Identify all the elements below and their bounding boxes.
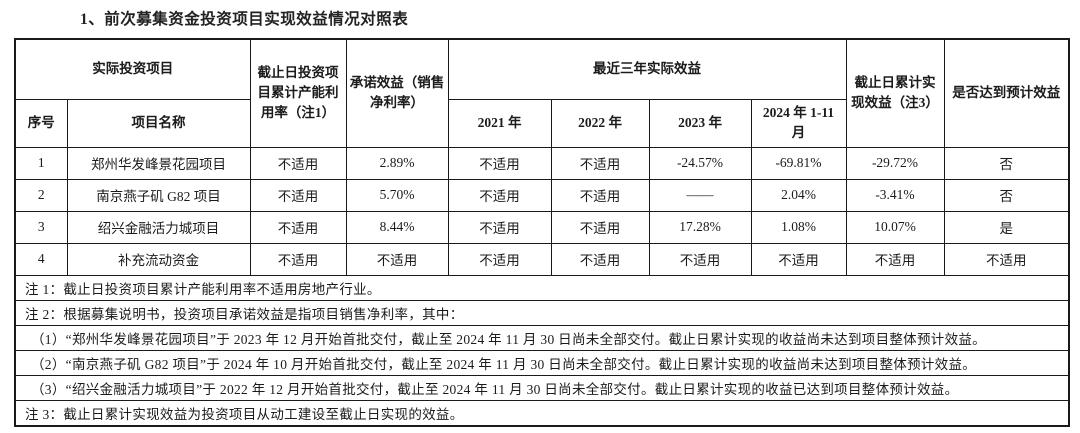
table-row: 1 郑州华发峰景花园项目 不适用 2.89% 不适用 不适用 -24.57% -… xyxy=(14,146,1070,180)
note-2: 注 2：根据募集说明书，投资项目承诺效益是指项目销售净利率，其中： xyxy=(14,299,1070,326)
cell-reached: 是 xyxy=(943,210,1070,244)
cell-2024: 2.04% xyxy=(750,178,847,212)
cell-cumulative: -29.72% xyxy=(845,146,945,180)
note-row: 注 1：截止日投资项目累计产能利用率不适用房地产行业。 xyxy=(14,274,1070,301)
header-reached-expected: 是否达到预计效益 xyxy=(943,38,1070,148)
header-year-2024: 2024 年 1-11 月 xyxy=(750,98,847,148)
cell-seq: 1 xyxy=(14,146,68,180)
table-row: 3 绍兴金融活力城项目 不适用 8.44% 不适用 不适用 17.28% 1.0… xyxy=(14,210,1070,244)
cell-2021: 不适用 xyxy=(447,178,552,212)
cell-cumulative: -3.41% xyxy=(845,178,945,212)
cell-project-name: 郑州华发峰景花园项目 xyxy=(66,146,251,180)
cell-utilization: 不适用 xyxy=(249,210,347,244)
cell-utilization: 不适用 xyxy=(249,242,347,276)
cell-seq: 4 xyxy=(14,242,68,276)
cell-2023: -24.57% xyxy=(648,146,752,180)
note-row: 注 2：根据募集说明书，投资项目承诺效益是指项目销售净利率，其中： xyxy=(14,299,1070,326)
cell-promised: 2.89% xyxy=(345,146,449,180)
cell-2022: 不适用 xyxy=(550,178,650,212)
cell-2024: 1.08% xyxy=(750,210,847,244)
cell-project-name: 补充流动资金 xyxy=(66,242,251,276)
cell-2021: 不适用 xyxy=(447,242,552,276)
cell-2021: 不适用 xyxy=(447,210,552,244)
cell-utilization: 不适用 xyxy=(249,146,347,180)
header-row-2: 序号 项目名称 2021 年 2022 年 2023 年 2024 年 1-11… xyxy=(14,98,1069,148)
cell-seq: 3 xyxy=(14,210,68,244)
cell-reached: 不适用 xyxy=(943,242,1070,276)
table-row: 4 补充流动资金 不适用 不适用 不适用 不适用 不适用 不适用 不适用 不适用 xyxy=(14,242,1070,276)
note-row: （2）“南京燕子矶 G82 项目”于 2024 年 10 月开始首批交付，截止至… xyxy=(14,349,1070,376)
note-1: 注 1：截止日投资项目累计产能利用率不适用房地产行业。 xyxy=(14,274,1070,301)
cell-promised: 不适用 xyxy=(345,242,449,276)
cell-2022: 不适用 xyxy=(550,242,650,276)
cell-2023: —— xyxy=(648,178,752,212)
cell-2021: 不适用 xyxy=(447,146,552,180)
note-row: （1）“郑州华发峰景花园项目”于 2023 年 12 月开始首批交付，截止至 2… xyxy=(14,324,1070,351)
header-year-2022: 2022 年 xyxy=(550,98,650,148)
cell-utilization: 不适用 xyxy=(249,178,347,212)
note-2-item-1: （1）“郑州华发峰景花园项目”于 2023 年 12 月开始首批交付，截止至 2… xyxy=(14,324,1070,351)
header-seq: 序号 xyxy=(14,98,68,148)
cell-cumulative: 不适用 xyxy=(845,242,945,276)
cell-2024: -69.81% xyxy=(750,146,847,180)
header-capacity-utilization: 截止日投资项目累计产能利用率（注1） xyxy=(249,38,347,148)
page-title: 1、前次募集资金投资项目实现效益情况对照表 xyxy=(80,11,409,28)
note-row: 注 3：截止日累计实现效益为投资项目从动工建设至截止日实现的效益。 xyxy=(14,399,1070,426)
note-row: （3）“绍兴金融活力城项目”于 2022 年 12 月开始首批交付，截止至 20… xyxy=(14,374,1070,401)
cell-project-name: 南京燕子矶 G82 项目 xyxy=(66,178,251,212)
cell-reached: 否 xyxy=(943,146,1070,180)
cell-promised: 8.44% xyxy=(345,210,449,244)
benefit-comparison-table: 实际投资项目 截止日投资项目累计产能利用率（注1） 承诺效益（销售净利率） 最近… xyxy=(14,38,1070,427)
cell-seq: 2 xyxy=(14,178,68,212)
cell-2022: 不适用 xyxy=(550,210,650,244)
header-year-2021: 2021 年 xyxy=(447,98,552,148)
header-cumulative-benefit: 截止日累计实现效益（注3） xyxy=(845,38,945,148)
note-2-item-2: （2）“南京燕子矶 G82 项目”于 2024 年 10 月开始首批交付，截止至… xyxy=(14,349,1070,376)
cell-project-name: 绍兴金融活力城项目 xyxy=(66,210,251,244)
header-project-name: 项目名称 xyxy=(66,98,251,148)
cell-2023: 17.28% xyxy=(648,210,752,244)
table-row: 2 南京燕子矶 G82 项目 不适用 5.70% 不适用 不适用 —— 2.04… xyxy=(14,178,1070,212)
document-page: 1、前次募集资金投资项目实现效益情况对照表 实际投资项目 截止日投资项目累计产能… xyxy=(0,7,1080,433)
header-promised-benefit: 承诺效益（销售净利率） xyxy=(345,38,449,148)
note-3: 注 3：截止日累计实现效益为投资项目从动工建设至截止日实现的效益。 xyxy=(14,399,1070,426)
cell-reached: 否 xyxy=(943,178,1070,212)
header-actual-project: 实际投资项目 xyxy=(14,38,251,100)
cell-promised: 5.70% xyxy=(345,178,449,212)
cell-2023: 不适用 xyxy=(648,242,752,276)
cell-cumulative: 10.07% xyxy=(845,210,945,244)
cell-2022: 不适用 xyxy=(550,146,650,180)
note-2-item-3: （3）“绍兴金融活力城项目”于 2022 年 12 月开始首批交付，截止至 20… xyxy=(14,374,1070,401)
header-row-1: 实际投资项目 截止日投资项目累计产能利用率（注1） 承诺效益（销售净利率） 最近… xyxy=(14,38,1070,148)
header-recent-three-years: 最近三年实际效益 xyxy=(447,38,847,100)
header-year-2023: 2023 年 xyxy=(648,98,752,148)
cell-2024: 不适用 xyxy=(750,242,847,276)
